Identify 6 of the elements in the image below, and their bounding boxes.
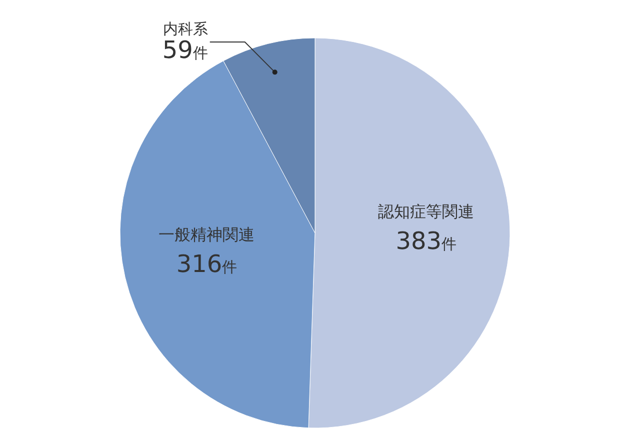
data-label: 316件 xyxy=(176,250,238,278)
data-label: 383件 xyxy=(396,226,457,255)
slice-label: 内科系 xyxy=(162,20,208,38)
slice-label: 認知症等関連 xyxy=(378,202,474,221)
slice-label: 一般精神関連 xyxy=(158,225,255,244)
data-label: 59件 xyxy=(162,36,208,64)
